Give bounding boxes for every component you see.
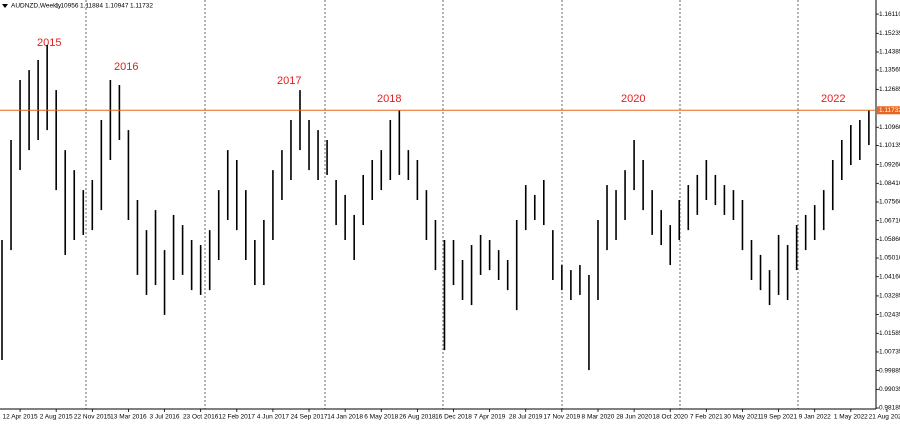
y-tick-label: 1.10960 bbox=[879, 124, 900, 131]
y-tick-label: 1.16110 bbox=[879, 11, 900, 18]
year-annotation: 2015 bbox=[37, 37, 61, 49]
header-value: 1.10956 bbox=[55, 3, 79, 10]
x-tick-label: 18 Oct 2020 bbox=[653, 414, 689, 421]
year-annotation: 2020 bbox=[621, 93, 645, 105]
year-annotation: 2018 bbox=[377, 93, 401, 105]
x-tick-label: 6 May 2018 bbox=[364, 414, 398, 421]
y-tick-label: 1.01585 bbox=[879, 330, 900, 337]
x-tick-label: 28 Jul 2019 bbox=[509, 414, 543, 421]
x-tick-label: 8 Mar 2020 bbox=[582, 414, 615, 421]
menu-arrow[interactable] bbox=[2, 4, 8, 8]
year-annotation: 2016 bbox=[114, 61, 138, 73]
y-tick-label: 1.12685 bbox=[879, 86, 900, 93]
x-tick-label: 2 Aug 2015 bbox=[40, 414, 73, 421]
x-tick-label: 26 Aug 2018 bbox=[399, 414, 436, 421]
y-tick-label: 1.07560 bbox=[879, 199, 900, 206]
x-tick-label: 4 Jun 2017 bbox=[257, 414, 290, 421]
x-tick-label: 24 Sep 2017 bbox=[291, 414, 328, 421]
x-tick-label: 30 May 2021 bbox=[724, 414, 762, 421]
x-tick-label: 1 May 2022 bbox=[834, 414, 868, 421]
x-tick-label: 9 Jan 2022 bbox=[799, 414, 832, 421]
y-tick-label: 1.00735 bbox=[879, 349, 900, 356]
y-tick-label: 1.06710 bbox=[879, 217, 900, 224]
y-tick-label: 1.05860 bbox=[879, 236, 900, 243]
y-tick-label: 0.99035 bbox=[879, 386, 900, 393]
y-tick-label: 0.99885 bbox=[879, 367, 900, 374]
x-tick-label: 19 Sep 2021 bbox=[760, 414, 797, 421]
symbol-title: AUDNZD,Weekly bbox=[11, 3, 62, 10]
price-label-box bbox=[877, 106, 900, 115]
x-tick-label: 7 Feb 2021 bbox=[690, 414, 723, 421]
x-tick-label: 23 Oct 2016 bbox=[183, 414, 219, 421]
y-tick-label: 1.13565 bbox=[879, 67, 900, 74]
x-tick-label: 16 Dec 2018 bbox=[435, 414, 472, 421]
x-tick-label: 12 Feb 2017 bbox=[219, 414, 256, 421]
x-tick-label: 22 Nov 2015 bbox=[74, 414, 111, 421]
header-value: 1.11732 bbox=[130, 3, 153, 10]
x-tick-label: 28 Jun 2020 bbox=[616, 414, 652, 421]
x-tick-label: 17 Nov 2019 bbox=[543, 414, 580, 421]
x-tick-label: 21 Aug 2022 bbox=[869, 414, 900, 421]
y-tick-label: 1.04160 bbox=[879, 273, 900, 280]
header-value: 1.10947 bbox=[105, 3, 129, 10]
y-tick-label: 1.10135 bbox=[879, 142, 900, 149]
y-tick-label: 1.02435 bbox=[879, 311, 900, 318]
year-annotation: 2022 bbox=[821, 93, 845, 105]
y-tick-label: 1.05010 bbox=[879, 255, 900, 262]
y-tick-label: 1.15235 bbox=[879, 30, 900, 37]
y-tick-label: 1.08410 bbox=[879, 180, 900, 187]
year-annotation: 2017 bbox=[277, 75, 301, 87]
y-tick-label: 1.03285 bbox=[879, 293, 900, 300]
y-tick-label: 1.09260 bbox=[879, 161, 900, 168]
x-tick-label: 3 Jul 2016 bbox=[150, 414, 180, 421]
y-tick-label: 0.98185 bbox=[879, 405, 900, 412]
x-tick-label: 12 Apr 2015 bbox=[3, 414, 38, 421]
price-label: 1.11732 bbox=[879, 107, 900, 114]
x-tick-label: 7 Apr 2019 bbox=[474, 414, 506, 421]
header-value: 1.11884 bbox=[80, 3, 103, 10]
x-tick-label: 13 Mar 2016 bbox=[110, 414, 147, 421]
x-tick-label: 14 Jan 2018 bbox=[327, 414, 363, 421]
y-tick-label: 1.14385 bbox=[879, 49, 900, 56]
